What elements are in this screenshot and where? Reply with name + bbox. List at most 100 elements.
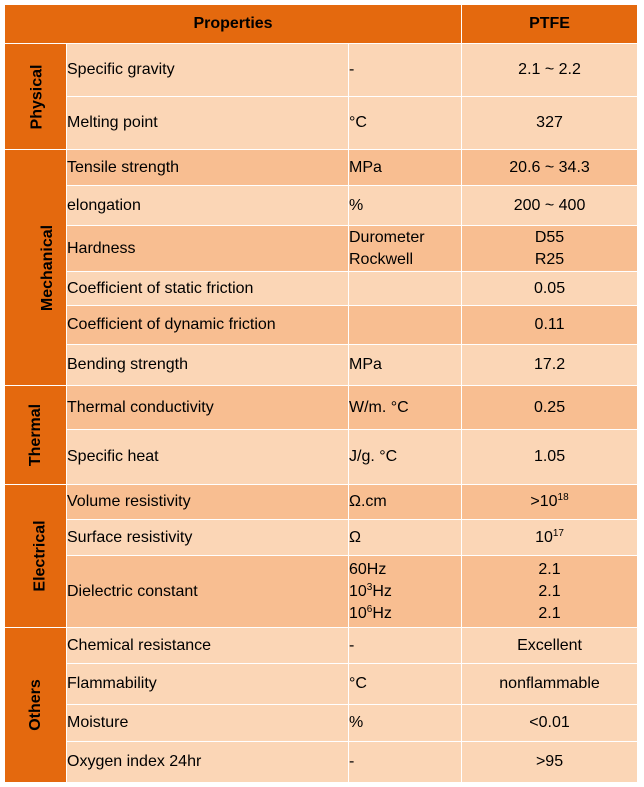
value-exponent: 18 (557, 492, 569, 503)
table-row: Bending strength MPa 17.2 (5, 344, 639, 386)
property-unit: - (347, 43, 463, 97)
property-unit: Ω.cm (347, 484, 463, 520)
table-row: Coefficient of dynamic friction 0.11 (5, 305, 639, 345)
property-name: Oxygen index 24hr (66, 741, 349, 783)
value-base: >10 (530, 493, 558, 510)
property-unit: Ω (347, 519, 463, 556)
table-row: Physical Specific gravity - 2.1 ~ 2.2 (4, 43, 639, 150)
property-value: 2.1 ~ 2.2 (461, 43, 639, 97)
property-unit: °C (347, 96, 463, 150)
table-row: Specific heat J/g. °C 1.05 (5, 429, 639, 485)
header-properties: Properties (3, 4, 463, 44)
property-name: Chemical resistance (66, 627, 349, 664)
property-value: 327 (461, 96, 639, 150)
property-name: Specific gravity (66, 43, 349, 97)
property-unit: % (347, 185, 463, 226)
group-label: Electrical (31, 520, 49, 592)
table-row: Dielectric constant 60Hz 103Hz 106Hz 2.1… (5, 555, 639, 628)
property-name: Specific heat (66, 429, 349, 485)
value-exponent: 17 (552, 527, 564, 539)
property-value: >95 (461, 741, 639, 783)
property-name: Coefficient of dynamic friction (66, 305, 349, 345)
property-name: Dielectric constant (66, 555, 349, 628)
unit-suffix: Hz (372, 604, 392, 622)
property-unit: - (347, 627, 463, 664)
property-unit: % (347, 704, 463, 742)
group-label: Mechanical (39, 224, 57, 311)
property-name: Flammability (66, 663, 349, 705)
table-row: Oxygen index 24hr - >95 (5, 741, 639, 783)
property-unit: W/m. °C (347, 385, 463, 430)
property-value: D55 R25 (461, 225, 639, 272)
property-unit: °C (347, 663, 463, 705)
unit-exponent: 3 (366, 581, 373, 593)
unit-exponent: 6 (366, 603, 373, 615)
unit-line: 106Hz (349, 603, 461, 625)
property-value: 17.2 (461, 344, 639, 386)
group-thermal: Thermal (4, 385, 67, 485)
property-unit: 60Hz 103Hz 106Hz (347, 555, 463, 628)
property-unit (347, 305, 463, 345)
table-row: Melting point °C 327 (5, 96, 639, 150)
group-label: Others (26, 679, 44, 731)
value-line: D55 (534, 228, 565, 246)
table-row: Electrical Volume resistivity Ω.cm >1018 (4, 484, 639, 628)
table-row: Thermal Thermal conductivity W/m. °C 0.2… (4, 385, 639, 485)
property-value: 0.25 (461, 385, 639, 430)
unit-base: 10 (349, 604, 367, 622)
property-unit: MPa (347, 149, 463, 186)
property-unit: - (347, 741, 463, 783)
unit-base: 10 (349, 582, 367, 600)
header-ptfe: PTFE (461, 4, 639, 44)
table-row: Flammability °C nonflammable (5, 663, 639, 705)
property-value: 0.11 (461, 305, 639, 345)
property-name: Bending strength (66, 344, 349, 386)
property-name: Hardness (66, 225, 349, 272)
group-others: Others (4, 627, 67, 783)
property-name: Moisture (66, 704, 349, 742)
property-value: nonflammable (461, 663, 639, 705)
value-line: 2.1 (538, 604, 561, 622)
table-row: Hardness Durometer Rockwell D55 R25 (5, 225, 639, 272)
group-physical: Physical (4, 43, 67, 150)
table-row: elongation % 200 ~ 400 (5, 185, 639, 226)
unit-line: 103Hz (349, 581, 461, 603)
table-row: Moisture % <0.01 (5, 704, 639, 742)
property-name: Thermal conductivity (66, 385, 349, 430)
property-value: 2.1 2.1 2.1 (461, 555, 639, 628)
property-value: Excellent (461, 627, 639, 664)
property-name: Melting point (66, 96, 349, 150)
value-line: 2.1 (538, 560, 561, 578)
table-row: Coefficient of static friction 0.05 (5, 271, 639, 306)
property-unit (347, 271, 463, 306)
value-line: R25 (534, 250, 565, 268)
group-label: Thermal (27, 403, 45, 467)
unit-line: 60Hz (349, 560, 387, 578)
property-unit: MPa (347, 344, 463, 386)
unit-suffix: Hz (372, 582, 392, 600)
group-mechanical: Mechanical (4, 149, 67, 386)
ptfe-properties-table: Properties PTFE Physical Specific gravit… (3, 4, 639, 783)
property-unit: J/g. °C (347, 429, 463, 485)
property-unit: Durometer Rockwell (347, 225, 463, 272)
property-name: Volume resistivity (66, 484, 349, 520)
property-name: Tensile strength (66, 149, 349, 186)
property-name: Surface resistivity (66, 519, 349, 556)
unit-line: Rockwell (349, 250, 414, 268)
table-row: Surface resistivity Ω 1017 (5, 519, 639, 556)
value-base: 10 (535, 528, 553, 546)
property-value: 0.05 (461, 271, 639, 306)
table-header-row: Properties PTFE (3, 4, 639, 44)
value-line: 2.1 (538, 582, 561, 600)
property-value: 1017 (461, 519, 639, 556)
table-row: Mechanical Tensile strength MPa 20.6 ~ 3… (4, 149, 639, 386)
property-value: 20.6 ~ 34.3 (461, 149, 639, 186)
unit-line: Durometer (349, 228, 425, 246)
property-value: 1.05 (461, 429, 639, 485)
properties-table-container: Properties PTFE Physical Specific gravit… (3, 4, 639, 783)
property-value: <0.01 (461, 704, 639, 742)
group-label: Physical (28, 64, 46, 129)
property-name: elongation (66, 185, 349, 226)
property-value: >1018 (461, 484, 639, 520)
table-row: Others Chemical resistance - Excellent (4, 627, 639, 783)
